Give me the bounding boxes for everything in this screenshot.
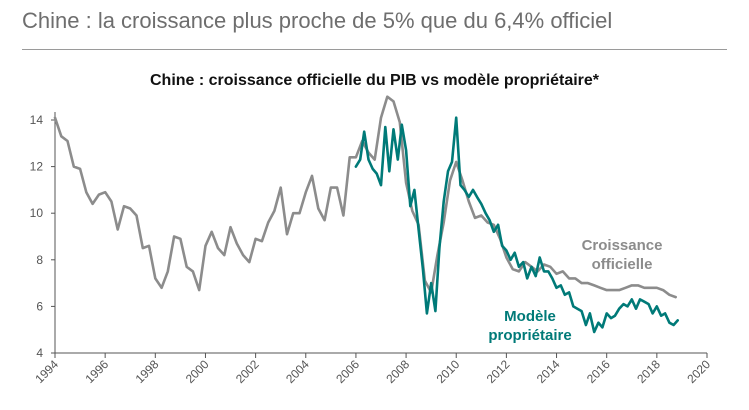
y-tick-label: 10 <box>30 206 44 220</box>
annotation-croissance-officielle-line-1: Croissance <box>582 237 663 254</box>
series-line-croissance-officielle <box>53 95 678 299</box>
annotation-modele-proprietaire-line-2: propriétaire <box>488 327 571 344</box>
series-line-modele-proprietaire <box>354 116 680 334</box>
y-tick-label: 8 <box>36 253 43 267</box>
x-tick-label: 2000 <box>183 357 212 386</box>
header-divider <box>22 49 727 50</box>
x-tick-label: 2020 <box>684 357 713 386</box>
x-tick-label: 1998 <box>133 357 162 386</box>
x-tick-label: 2006 <box>333 357 362 386</box>
x-tick-label: 2004 <box>283 357 312 386</box>
y-tick-label: 6 <box>36 299 43 313</box>
series-annotations: Croissance officielle Modèle propriétaire <box>488 237 662 344</box>
chart-series <box>53 95 680 334</box>
annotation-croissance-officielle-line-2: officielle <box>592 256 653 273</box>
y-tick-label: 14 <box>30 113 44 127</box>
y-tick-label: 12 <box>30 160 44 174</box>
x-tick-label: 1996 <box>82 357 111 386</box>
x-tick-label: 2002 <box>233 357 262 386</box>
x-tick-label: 2012 <box>484 357 513 386</box>
x-tick-label: 1994 <box>32 357 61 386</box>
x-tick-label: 2008 <box>383 357 412 386</box>
y-tick-label: 4 <box>36 346 43 360</box>
x-tick-label: 2010 <box>434 357 463 386</box>
page-title: Chine : la croissance plus proche de 5% … <box>22 8 613 33</box>
annotation-modele-proprietaire-line-1: Modèle <box>504 308 556 325</box>
x-tick-label: 2014 <box>534 357 563 386</box>
x-tick-label: 2018 <box>634 357 663 386</box>
chart-title: Chine : croissance officielle du PIB vs … <box>149 72 600 89</box>
x-tick-label: 2016 <box>584 357 613 386</box>
